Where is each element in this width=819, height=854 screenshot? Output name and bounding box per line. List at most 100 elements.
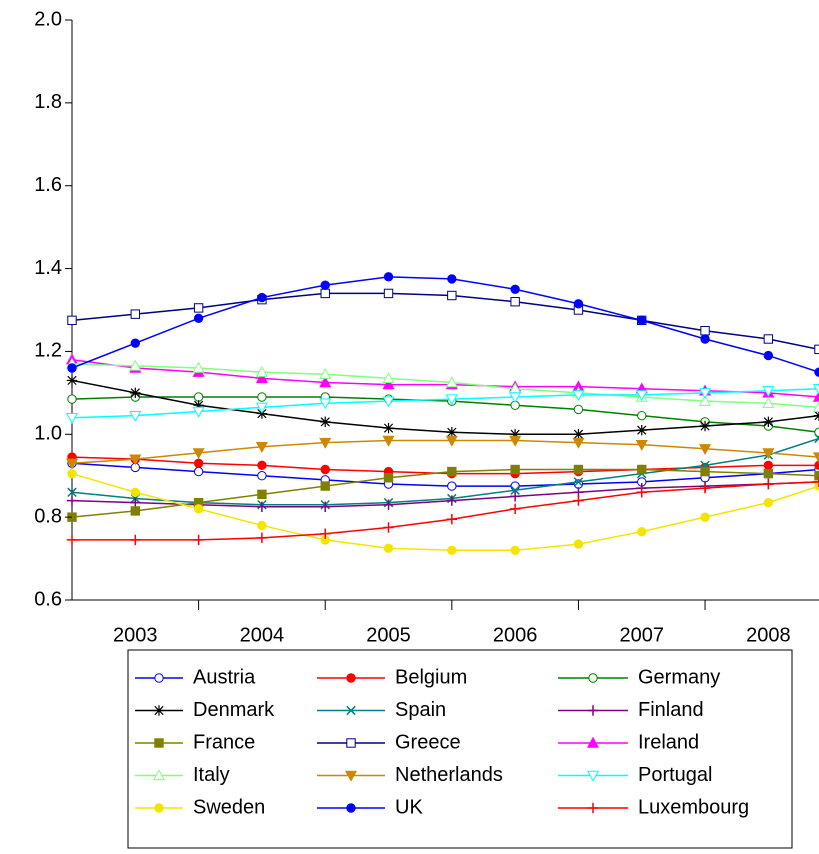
marker	[130, 387, 141, 399]
marker	[383, 272, 394, 282]
marker	[814, 367, 819, 377]
marker	[193, 534, 204, 546]
marker	[699, 394, 712, 406]
marker	[572, 390, 585, 402]
marker	[700, 326, 710, 336]
series-line	[71, 276, 819, 373]
marker	[67, 315, 77, 326]
y-tick-label: 1.8	[34, 91, 62, 113]
plot-area	[65, 272, 819, 555]
x-tick-label: 2008	[746, 624, 791, 646]
marker	[814, 344, 819, 355]
marker	[637, 410, 647, 421]
x-tick-label: 2007	[619, 624, 664, 646]
marker	[447, 545, 457, 555]
marker	[573, 464, 584, 475]
marker	[509, 435, 522, 447]
marker	[192, 406, 205, 418]
marker	[255, 402, 268, 414]
legend-label: Belgium	[395, 666, 467, 688]
marker	[320, 464, 330, 475]
legend-label: Luxembourg	[638, 796, 749, 818]
marker	[65, 458, 79, 470]
marker	[762, 448, 775, 460]
marker	[446, 427, 458, 438]
marker	[700, 512, 710, 522]
marker	[383, 288, 394, 299]
legend-marker	[346, 803, 356, 813]
marker	[763, 497, 774, 508]
marker	[510, 545, 520, 555]
legend-marker	[588, 673, 598, 683]
legend-label: Austria	[193, 666, 256, 688]
marker	[257, 460, 267, 471]
marker	[130, 338, 141, 348]
marker	[192, 448, 205, 460]
marker	[192, 361, 205, 373]
marker	[257, 489, 267, 500]
marker	[257, 292, 267, 303]
marker	[636, 487, 647, 498]
legend-box	[127, 649, 793, 849]
marker	[382, 435, 395, 447]
marker	[572, 437, 585, 449]
marker	[383, 522, 394, 533]
marker	[699, 482, 711, 494]
marker	[509, 392, 522, 404]
marker	[573, 299, 584, 309]
marker	[446, 514, 458, 525]
marker	[319, 398, 332, 410]
marker	[382, 378, 395, 390]
marker	[700, 334, 710, 344]
marker	[509, 503, 521, 515]
marker	[383, 473, 394, 483]
marker	[257, 392, 267, 402]
marker	[130, 487, 141, 497]
marker	[383, 499, 394, 510]
marker	[510, 297, 520, 307]
marker	[763, 460, 774, 471]
marker	[510, 485, 520, 495]
marker	[383, 543, 394, 553]
marker	[699, 420, 711, 432]
marker	[812, 390, 819, 402]
legend-label: Portugal	[638, 764, 713, 786]
marker	[320, 416, 331, 428]
x-tick-label: 2006	[493, 624, 538, 646]
legend-marker	[153, 705, 165, 716]
marker	[510, 464, 520, 475]
marker	[130, 506, 141, 516]
marker	[193, 313, 204, 323]
marker	[447, 274, 457, 284]
marker	[763, 350, 774, 361]
legend-marker	[346, 705, 356, 716]
legend-label: Italy	[193, 764, 230, 786]
marker	[573, 495, 584, 506]
marker	[193, 400, 204, 411]
marker	[257, 471, 267, 481]
marker	[255, 365, 268, 377]
marker	[130, 309, 141, 319]
legend-label: Spain	[395, 699, 446, 721]
marker	[762, 386, 775, 398]
marker	[66, 534, 78, 546]
marker	[447, 290, 457, 301]
legend-label: Germany	[638, 666, 720, 688]
marker	[130, 534, 141, 546]
marker	[447, 466, 457, 477]
marker	[257, 520, 267, 531]
legend-marker	[154, 673, 164, 683]
marker	[510, 284, 520, 294]
legend-label: Netherlands	[395, 764, 503, 786]
marker	[129, 359, 142, 371]
marker	[66, 495, 78, 506]
marker	[635, 439, 648, 451]
marker	[637, 315, 647, 326]
marker	[636, 424, 647, 436]
marker	[320, 288, 330, 299]
legend-label: Ireland	[638, 731, 699, 753]
legend-label: UK	[395, 796, 423, 818]
legend-marker	[346, 738, 356, 748]
legend-marker	[586, 770, 600, 782]
